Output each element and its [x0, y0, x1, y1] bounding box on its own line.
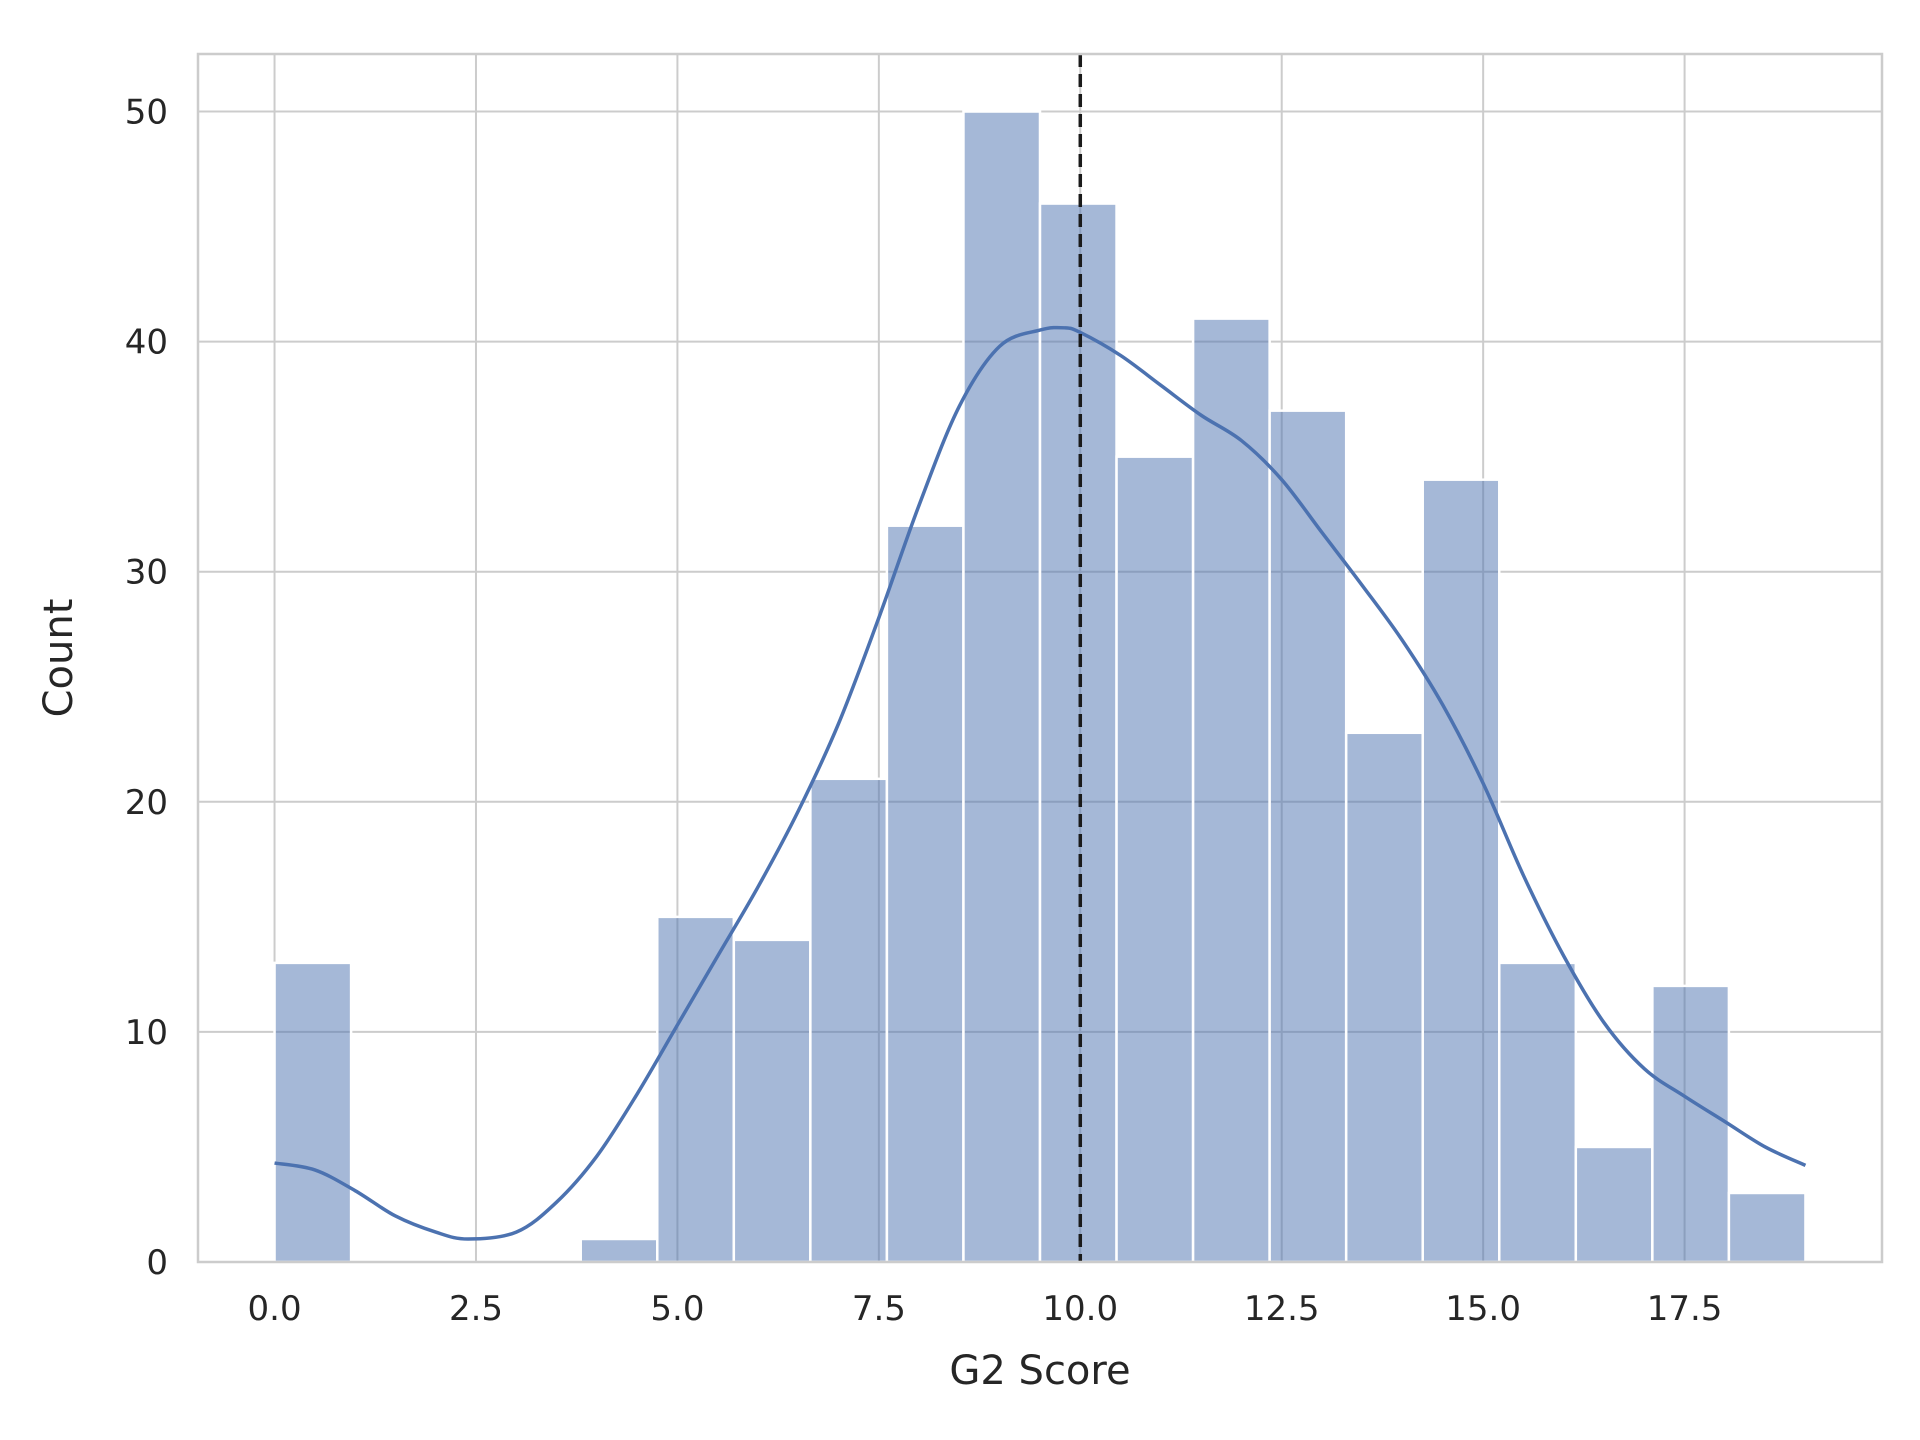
histogram-bar	[273, 961, 353, 1264]
histogram-bar	[656, 915, 736, 1264]
y-tick-label: 30	[125, 553, 168, 593]
histogram-bar	[1727, 1191, 1807, 1264]
histogram-bar	[1421, 478, 1501, 1264]
y-axis-label: Count	[36, 599, 82, 718]
y-tick-label: 0	[146, 1243, 168, 1283]
x-axis-label: G2 Score	[949, 1348, 1130, 1394]
kde-curve	[274, 325, 1807, 1241]
x-tick-label: 7.5	[852, 1289, 906, 1329]
histogram-bar	[1115, 455, 1195, 1264]
y-tick-label: 40	[125, 323, 168, 363]
histogram-bar	[1344, 731, 1424, 1264]
x-tick-label: 10.0	[1042, 1289, 1118, 1329]
histogram-bar	[1574, 1145, 1654, 1264]
x-tick-label: 0.0	[248, 1289, 302, 1329]
histogram-bar	[809, 777, 889, 1264]
histogram-bar	[1268, 409, 1348, 1264]
histogram-bar	[1038, 202, 1118, 1264]
histogram-bars	[273, 110, 1807, 1264]
x-tick-label: 5.0	[650, 1289, 704, 1329]
histogram-bar	[962, 110, 1042, 1264]
plot-frame	[196, 52, 1884, 1264]
histogram-bar	[1498, 961, 1578, 1264]
y-tick-label: 10	[125, 1013, 168, 1053]
x-tick-label: 2.5	[449, 1289, 503, 1329]
y-tick-label: 20	[125, 783, 168, 823]
histogram-bar	[885, 524, 965, 1264]
histogram-bar	[579, 1237, 659, 1264]
x-tick-label: 12.5	[1244, 1289, 1320, 1329]
histogram-bar	[732, 938, 812, 1264]
histogram-bar	[1191, 317, 1271, 1264]
kde-line	[274, 325, 1807, 1241]
x-tick-labels: 0.0 2.5 5.0 7.5 10.0 12.5 15.0 17.5	[248, 1289, 1723, 1329]
histogram-bar	[1651, 984, 1731, 1264]
x-tick-label: 15.0	[1445, 1289, 1521, 1329]
x-tick-label: 17.5	[1647, 1289, 1723, 1329]
y-tick-labels: 0 10 20 30 40 50	[125, 93, 168, 1283]
y-tick-label: 50	[125, 93, 168, 133]
